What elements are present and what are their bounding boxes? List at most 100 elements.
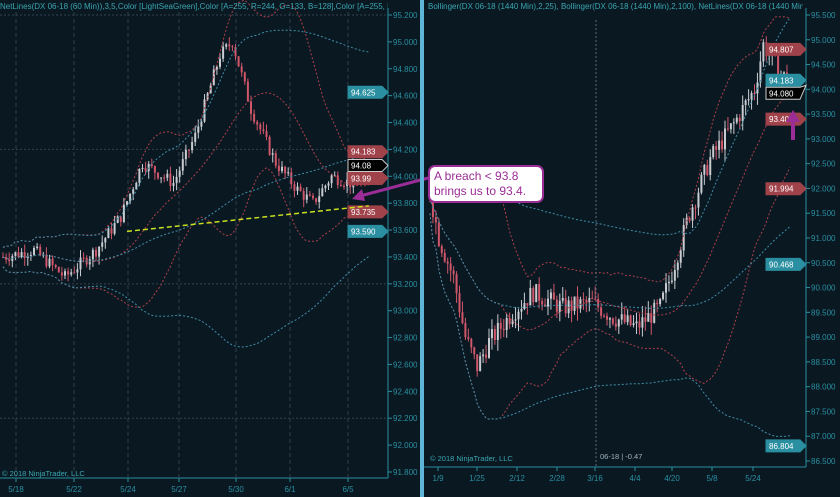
- right-copyright: © 2018 NinjaTrader, LLC: [430, 454, 513, 463]
- candle-body: [496, 322, 499, 341]
- x-tick-label: 4/20: [664, 474, 680, 483]
- candle-body: [339, 184, 342, 187]
- candle-body: [691, 207, 694, 221]
- candle-body: [682, 225, 685, 251]
- candle-body: [552, 292, 555, 300]
- candle-body: [638, 321, 641, 328]
- candle-body: [135, 182, 138, 190]
- candle-body: [76, 269, 79, 273]
- candle-body: [603, 315, 606, 317]
- candle-body: [532, 288, 535, 303]
- bollinger-mid-band: [429, 198, 791, 309]
- candle-body: [228, 44, 231, 47]
- candle-body: [777, 55, 780, 80]
- price-marker-label: 94.183: [769, 76, 794, 85]
- candle-body: [488, 338, 490, 358]
- candle-body: [667, 281, 670, 284]
- candle-body: [715, 146, 718, 150]
- y-tick-label: 91.500: [811, 209, 836, 218]
- candle-body: [157, 172, 159, 179]
- candle-body: [191, 141, 194, 151]
- candle-body: [222, 46, 225, 59]
- y-tick-label: 92.000: [811, 184, 836, 193]
- candle-body: [558, 300, 561, 312]
- candle-body: [175, 176, 178, 184]
- annotation-callout[interactable]: A breach < 93.8 brings us to 93.4.: [428, 165, 544, 203]
- candle-body: [51, 258, 54, 266]
- candle-body: [178, 170, 181, 177]
- price-marker: [765, 257, 807, 271]
- y-tick-label: 95.000: [811, 36, 836, 45]
- candle-body: [735, 117, 738, 123]
- candle-body: [464, 323, 467, 338]
- candle-body: [547, 298, 549, 307]
- candle-body: [721, 140, 724, 150]
- candle-body: [679, 250, 682, 263]
- y-tick-label: 94.500: [811, 61, 836, 70]
- candle-body: [665, 283, 667, 293]
- y-tick-label: 89.000: [811, 333, 836, 342]
- candle-body: [250, 101, 252, 114]
- candle-body: [718, 140, 721, 150]
- support-trendline: [126, 205, 369, 233]
- candle-body: [237, 56, 240, 67]
- price-marker-label: 94.080: [769, 89, 794, 98]
- candle-body: [434, 217, 437, 223]
- candle-body: [535, 284, 538, 303]
- candle-body: [582, 299, 585, 301]
- panel-splitter[interactable]: [420, 0, 424, 497]
- candle-body: [67, 271, 70, 275]
- candle-body: [759, 61, 762, 83]
- price-marker: [347, 145, 389, 159]
- candle-body: [476, 354, 479, 372]
- candle-body: [753, 92, 756, 94]
- candle-body: [467, 337, 470, 339]
- candle-body: [95, 249, 97, 257]
- y-tick-label: 93.200: [393, 280, 418, 289]
- price-marker-label: 94.08: [351, 162, 372, 171]
- candle-body: [274, 153, 277, 166]
- candle-body: [256, 121, 259, 125]
- candle-body: [327, 183, 330, 186]
- candle-body: [119, 216, 122, 223]
- price-marker: [347, 205, 389, 219]
- candle-body: [234, 47, 237, 57]
- y-tick-label: 92.000: [393, 441, 418, 450]
- y-tick-label: 89.500: [811, 308, 836, 317]
- candle-body: [153, 166, 156, 173]
- candle-body: [437, 222, 440, 247]
- candle-body: [647, 313, 650, 322]
- candle-body: [8, 259, 11, 262]
- candle-body: [635, 321, 638, 324]
- candle-body: [783, 72, 785, 75]
- candle-body: [299, 186, 302, 192]
- candle-body: [446, 261, 449, 264]
- candle-body: [629, 315, 632, 326]
- y-tick-label: 93.600: [393, 226, 418, 235]
- candle-body: [104, 238, 107, 243]
- candle-body: [594, 298, 597, 300]
- candle-body: [346, 179, 349, 187]
- left-copyright: © 2018 NinjaTrader, LLC: [2, 469, 85, 478]
- candle-body: [511, 320, 514, 325]
- candle-body: [567, 300, 570, 314]
- candle-body: [293, 184, 296, 191]
- candle-body: [129, 193, 132, 202]
- y-tick-label: 87.000: [811, 432, 836, 441]
- x-tick-label: 5/22: [66, 485, 82, 494]
- y-tick-label: 92.800: [393, 334, 418, 343]
- candle-body: [305, 194, 308, 200]
- candle-body: [544, 304, 547, 307]
- candle-body: [452, 270, 455, 275]
- y-tick-label: 93.800: [393, 199, 418, 208]
- candle-body: [697, 192, 700, 208]
- candle-body: [188, 149, 190, 151]
- candle-body: [591, 297, 594, 299]
- candle-body: [455, 274, 458, 294]
- y-tick-label: 88.500: [811, 358, 836, 367]
- candle-body: [659, 299, 662, 305]
- candle-body: [458, 293, 461, 313]
- x-tick-label: 5/24: [745, 474, 761, 483]
- x-tick-label: 4/4: [629, 474, 641, 483]
